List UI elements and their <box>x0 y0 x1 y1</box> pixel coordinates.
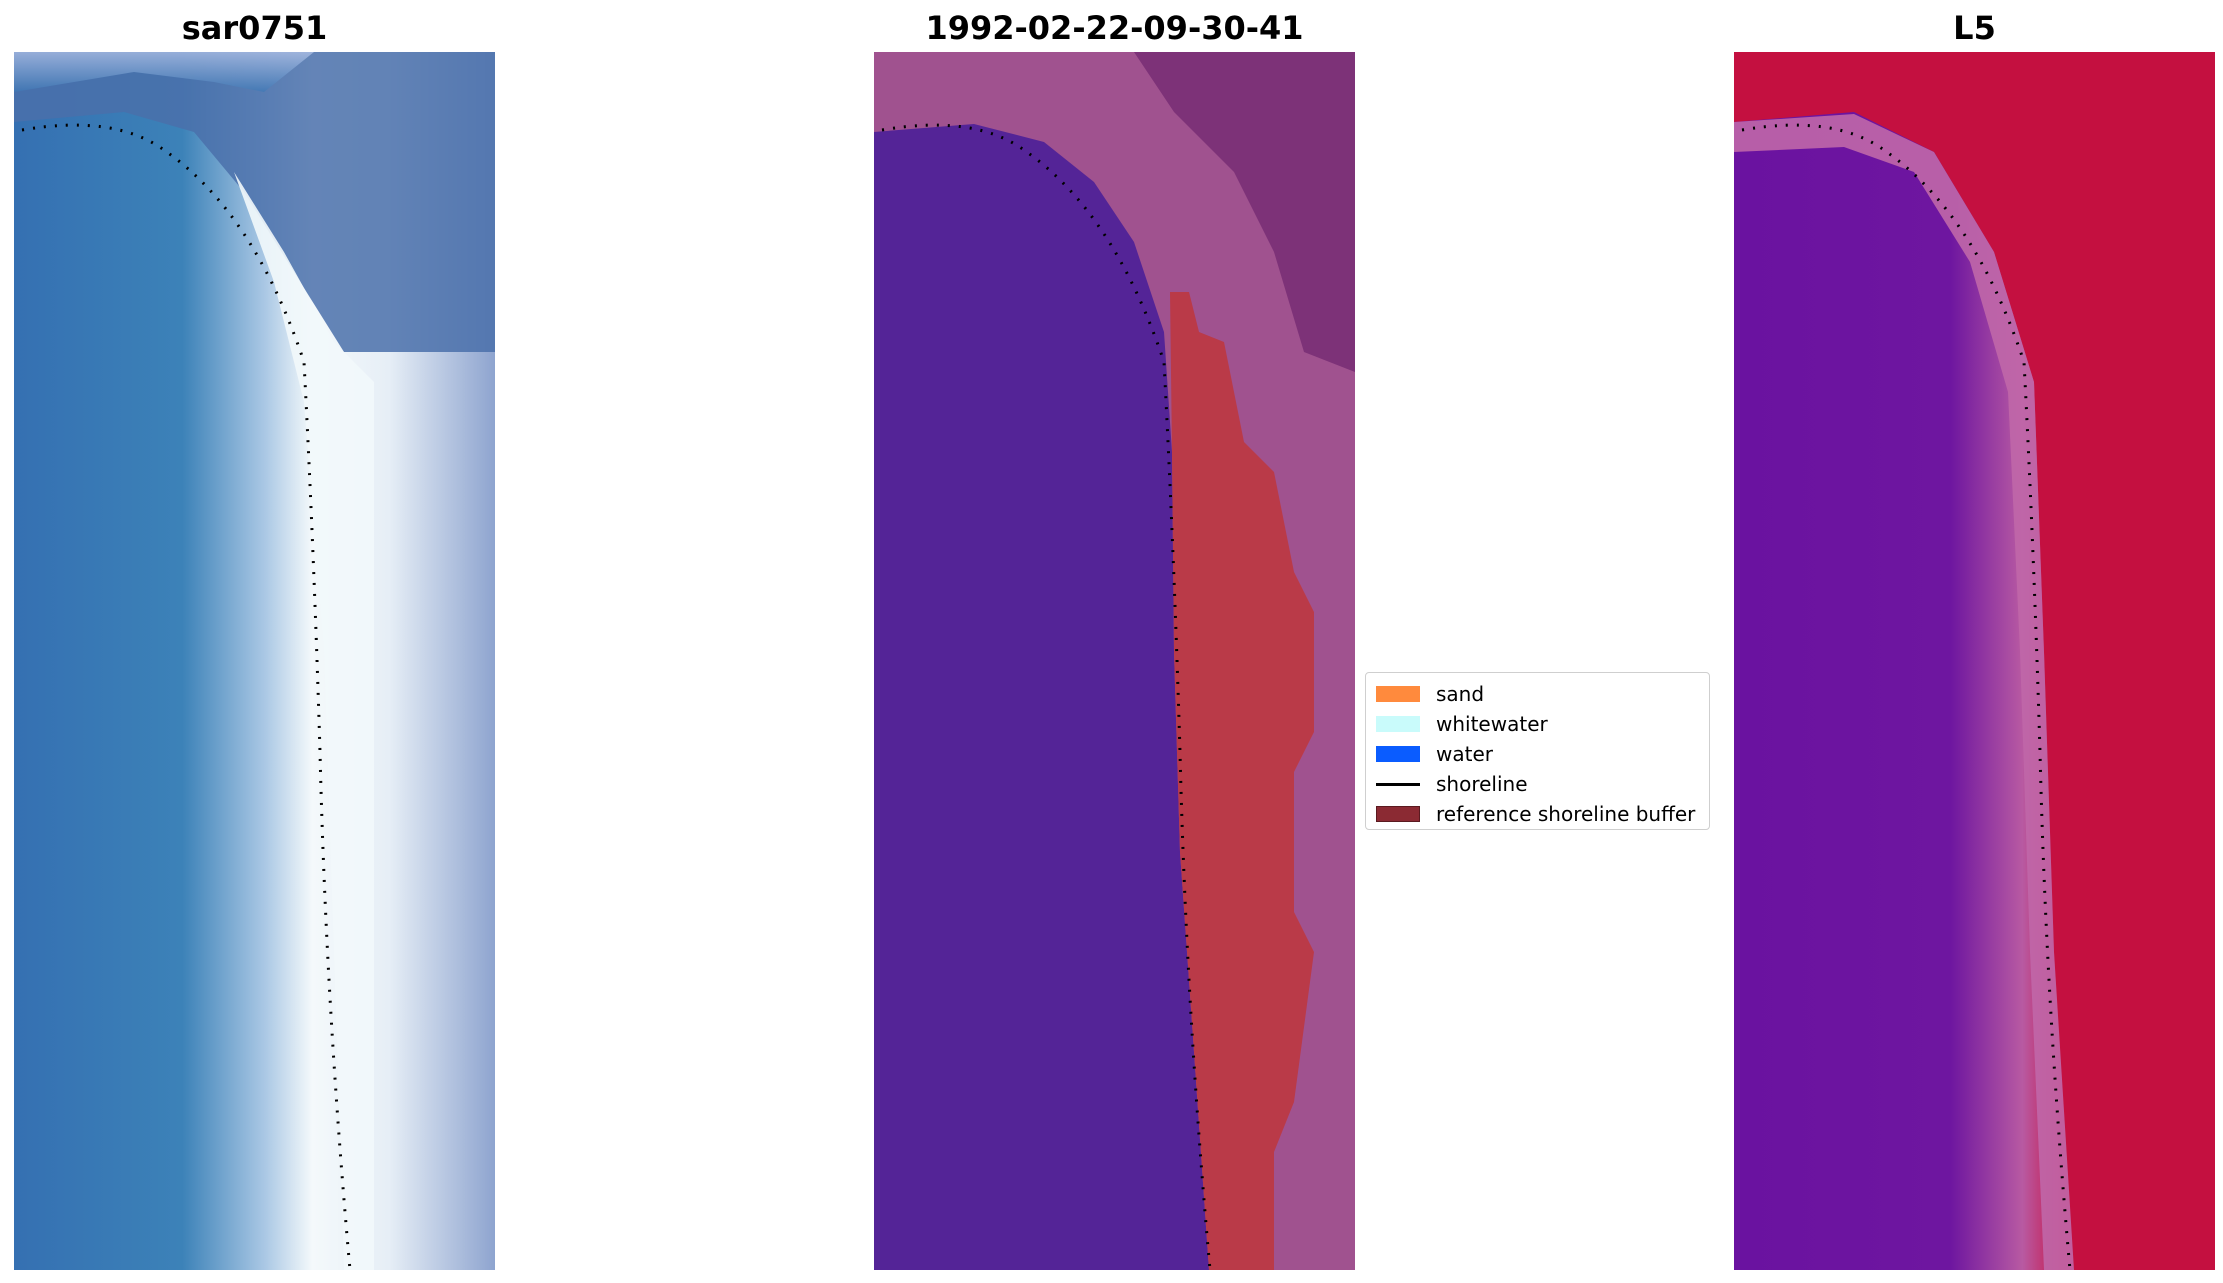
l5-transition <box>1734 114 2074 1270</box>
class-land-dark <box>1134 52 1355 372</box>
rgb-top-haze <box>14 52 314 92</box>
reference-shoreline-buffer <box>1170 292 1314 1270</box>
classification-image <box>874 52 1355 1270</box>
class-water <box>874 124 1209 1270</box>
panel-title-l5: L5 <box>1953 9 1996 47</box>
legend-item-shoreline: shoreline <box>1376 769 1699 799</box>
legend-swatch-whitewater <box>1376 716 1420 732</box>
panel-title-rgb: sar0751 <box>181 9 328 47</box>
legend-item-whitewater: whitewater <box>1376 709 1699 739</box>
legend-swatch-sand <box>1376 686 1420 702</box>
l5-panel <box>1734 52 2215 1270</box>
rgb-land-area <box>14 52 495 352</box>
l5-land <box>1734 52 2215 1270</box>
legend-label: sand <box>1436 682 1485 706</box>
legend: sand whitewater water shoreline referenc… <box>1365 672 1710 830</box>
legend-item-reference-shoreline-buffer: reference shoreline buffer <box>1376 799 1699 829</box>
legend-label: water <box>1436 742 1493 766</box>
legend-label: whitewater <box>1436 712 1548 736</box>
legend-swatch-water <box>1376 746 1420 762</box>
legend-label: shoreline <box>1436 772 1528 796</box>
rgb-whitewater <box>234 172 374 1270</box>
rgb-image-panel <box>14 52 495 1270</box>
legend-item-sand: sand <box>1376 679 1699 709</box>
legend-item-water: water <box>1376 739 1699 769</box>
legend-swatch-shoreline <box>1376 782 1420 786</box>
legend-label: reference shoreline buffer <box>1436 802 1696 826</box>
rgb-image <box>14 52 495 1270</box>
classification-panel <box>874 52 1355 1270</box>
legend-swatch-reference-shoreline-buffer <box>1376 806 1420 822</box>
panel-title-classification: 1992-02-22-09-30-41 <box>925 9 1304 47</box>
l5-image <box>1734 52 2215 1270</box>
